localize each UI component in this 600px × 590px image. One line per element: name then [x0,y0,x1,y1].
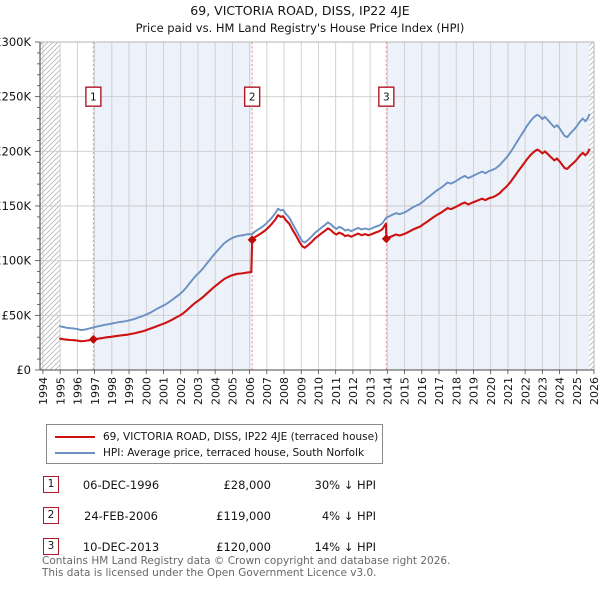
legend-label-price: 69, VICTORIA ROAD, DISS, IP22 4JE (terra… [103,431,379,443]
x-tick-label: 2001 [158,377,171,405]
sale-hpi-diff: 14% ↓ HPI [314,539,376,554]
y-axis-labels: £0 £50K £100K £150K £200K £250K £300K [0,35,31,377]
x-tick-label: 2007 [261,377,274,405]
sale-price: £120,000 [216,539,271,554]
series-lines [59,113,591,343]
sale-annotations: 1 2 3 [85,86,395,107]
sale-price: £28,000 [223,477,271,492]
x-tick-label: 2010 [313,377,326,405]
x-tick-label: 2009 [295,377,308,405]
x-axis-labels: 1994 1995 1996 1997 1998 1999 2000 2001 2002 2003… [37,377,600,405]
sale-markers [88,234,391,344]
sale-marker [88,334,98,344]
chart-subtitle: Price paid vs. HM Land Registry's House … [135,21,465,35]
price-line [59,148,591,343]
transaction-row: 1 06-DEC-1996 £28,000 30% ↓ HPI [43,476,383,493]
x-tick-label: 2000 [140,377,153,405]
x-tick-label: 2005 [227,377,240,405]
transaction-row: 3 10-DEC-2013 £120,000 14% ↓ HPI [43,538,383,555]
x-tick-label: 2011 [330,377,343,405]
y-tick-label: £150K [0,199,31,213]
sale-number-badge: 1 [43,476,59,493]
copyright-footer: Contains HM Land Registry data © Crown c… [42,555,451,579]
gridlines [40,41,595,371]
hpi-line-swatch [55,452,95,454]
sale-hpi-diff: 30% ↓ HPI [314,477,376,492]
x-tick-label: 1997 [89,377,102,405]
x-tick-label: 2020 [485,377,498,405]
hpi-line [59,113,591,331]
y-tick-label: £250K [0,90,31,104]
sale-label: 1 [90,91,97,103]
plot-border [39,41,595,371]
x-tick-label: 1994 [37,377,50,405]
sale-price: £119,000 [216,508,271,523]
transaction-row: 2 24-FEB-2006 £119,000 4% ↓ HPI [43,507,383,524]
x-tick-label: 2015 [399,377,412,405]
x-tick-label: 2018 [450,377,463,405]
x-tick-label: 1998 [106,377,119,405]
x-tick-label: 2014 [382,377,395,405]
y-tick-label: £200K [0,144,31,158]
legend-label-hpi: HPI: Average price, terraced house, Sout… [103,447,365,459]
legend: 69, VICTORIA ROAD, DISS, IP22 4JE (terra… [46,424,383,464]
x-tick-label: 2004 [209,377,222,405]
chart-title: 69, VICTORIA ROAD, DISS, IP22 4JE [190,3,410,18]
x-tick-label: 2016 [416,377,429,405]
x-tick-label: 2019 [468,377,481,405]
x-tick-label: 2021 [502,377,515,405]
x-tick-label: 1995 [54,377,67,405]
footer-line2: This data is licensed under the Open Gov… [42,566,377,579]
sale-label-box [85,86,102,107]
x-tick-label: 2023 [537,377,550,405]
y-tick-label: £300K [0,35,31,49]
price-chart: 123£0£50K£100K£150K£200K£250K£300K199419… [0,35,600,405]
sale-date: 10-DEC-2013 [82,539,160,554]
x-tick-label: 2026 [588,377,600,405]
y-tick-label: £0 [16,363,31,377]
x-tick-label: 1999 [123,377,136,405]
y-tick-label: £100K [0,254,31,268]
legend-item-price: 69, VICTORIA ROAD, DISS, IP22 4JE (terra… [55,429,382,445]
x-tick-label: 2025 [571,377,584,405]
sale-date: 06-DEC-1996 [82,477,160,492]
sale-marker [247,235,257,245]
x-tick-label: 2022 [519,377,532,405]
price-line-swatch [55,436,95,438]
sale-number-badge: 2 [43,507,59,524]
sale-label-box [243,86,261,107]
sale-label: 2 [249,91,256,103]
x-tick-label: 2006 [244,377,257,405]
sale-number-badge: 3 [43,538,59,555]
x-tick-label: 2024 [554,377,567,405]
sale-label: 3 [383,91,390,103]
sale-hpi-diff: 4% ↓ HPI [321,508,376,523]
y-tick-label: £50K [2,308,32,322]
x-tick-label: 2002 [175,377,188,405]
sale-date: 24-FEB-2006 [84,508,158,523]
x-tick-label: 2017 [433,377,446,405]
sale-marker [381,234,391,244]
x-tick-label: 2012 [347,377,360,405]
x-tick-label: 1996 [72,377,85,405]
x-tick-label: 2013 [364,377,377,405]
footer-line1: Contains HM Land Registry data © Crown c… [42,555,451,567]
x-tick-label: 2003 [192,377,205,405]
x-tick-label: 2008 [278,377,291,405]
sale-label-box [378,86,395,107]
legend-item-hpi: HPI: Average price, terraced house, Sout… [55,445,382,461]
